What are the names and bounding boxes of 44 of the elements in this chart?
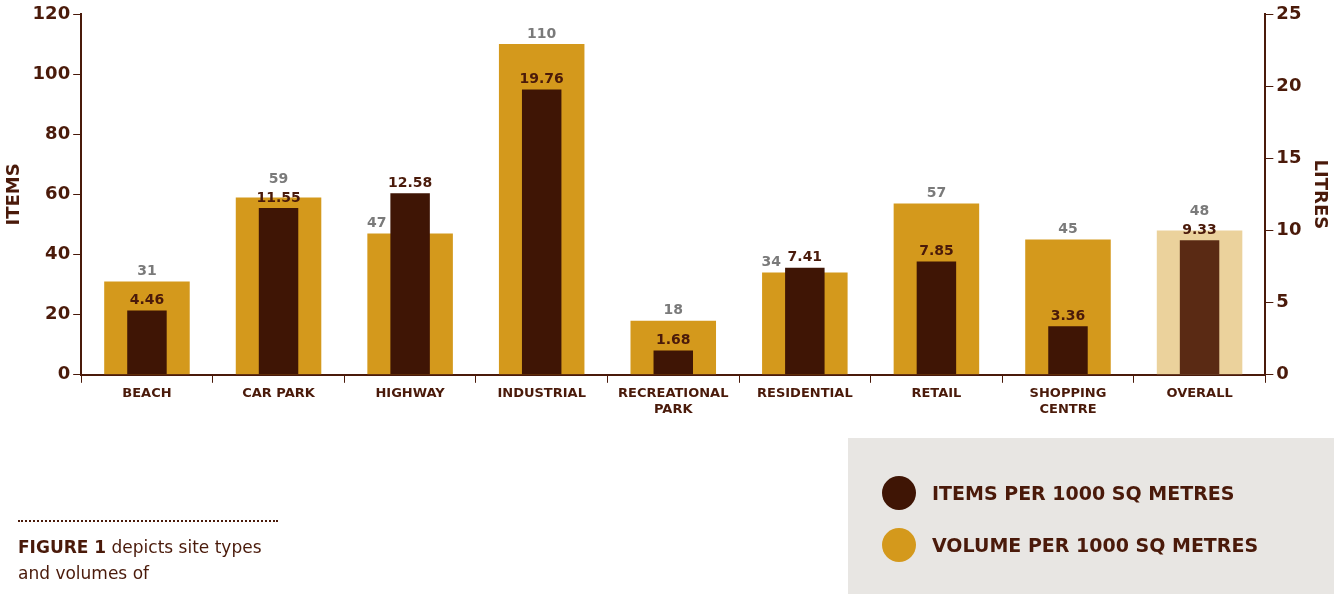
data-label: 19.76 (519, 70, 564, 87)
x-tick-label: BEACH (122, 384, 172, 400)
x-tick-label: OVERALL (1166, 384, 1233, 400)
y-tick-label: 40 (45, 242, 71, 264)
x-tick-label: CAR PARK (242, 384, 316, 400)
y2-tick-label: 5 (1276, 290, 1289, 312)
data-label: 4.46 (129, 291, 165, 308)
data-label: 9.33 (1182, 220, 1217, 237)
x-tick-label: RECREATIONAL PARK (618, 384, 729, 416)
data-label: 59 (268, 169, 289, 186)
x-tick-label: SHOPPING CENTRE (1029, 384, 1107, 416)
y-tick-label: 100 (32, 61, 71, 83)
data-label: 7.85 (919, 242, 954, 259)
y2-tick-label: 0 (1276, 362, 1289, 384)
caption: FIGURE 1 depicts site types and volumes of (18, 536, 263, 585)
x-tick-label: RETAIL (911, 384, 962, 400)
x-tick-label: HIGHWAY (375, 384, 446, 400)
data-label: 110 (527, 24, 557, 41)
legend-label: VOLUME PER 1000 SQ METRES (932, 534, 1259, 556)
x-tick-label: RESIDENTIAL (756, 384, 853, 400)
y-tick-label: 60 (45, 182, 71, 204)
data-label: 48 (1189, 201, 1210, 218)
y-axis-title: ITEMS (2, 163, 24, 226)
data-label: 12.58 (387, 173, 433, 190)
x-tick-label: INDUSTRIAL (497, 384, 586, 400)
y-tick-label: 80 (45, 121, 71, 143)
y2-tick-label: 15 (1276, 145, 1302, 167)
data-label: 1.68 (655, 331, 691, 348)
y2-tick-label: 20 (1276, 73, 1302, 95)
data-label: 18 (663, 301, 683, 318)
data-label: 31 (137, 262, 157, 279)
data-label: 57 (926, 184, 947, 201)
data-label: 7.41 (787, 248, 823, 265)
data-label: 3.36 (1050, 306, 1086, 323)
y2-axis-title: LITRES (1310, 159, 1332, 230)
y-tick-label: 20 (45, 302, 71, 324)
y2-tick-label: 10 (1276, 218, 1302, 240)
legend-label: ITEMS PER 1000 SQ METRES (932, 482, 1235, 504)
data-label: 47 (366, 214, 387, 231)
y-tick-label: 120 (32, 1, 71, 23)
y2-tick-label: 25 (1276, 1, 1302, 23)
y-tick-label: 0 (57, 362, 71, 384)
data-label: 45 (1058, 220, 1078, 237)
data-label: 34 (761, 253, 782, 270)
